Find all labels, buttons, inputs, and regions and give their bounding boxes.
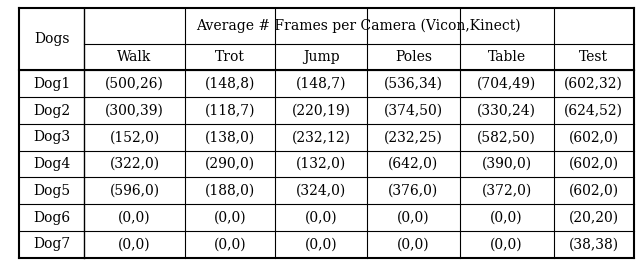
Text: Walk: Walk xyxy=(117,50,152,64)
Text: Table: Table xyxy=(488,50,525,64)
Text: Poles: Poles xyxy=(395,50,432,64)
Text: (322,0): (322,0) xyxy=(109,157,159,171)
Text: (20,20): (20,20) xyxy=(568,211,619,225)
Text: (232,12): (232,12) xyxy=(292,130,351,144)
Text: (0,0): (0,0) xyxy=(305,237,337,251)
Text: (602,0): (602,0) xyxy=(568,157,619,171)
Text: Test: Test xyxy=(579,50,608,64)
Text: (330,24): (330,24) xyxy=(477,104,536,118)
Text: (704,49): (704,49) xyxy=(477,77,536,91)
Text: (0,0): (0,0) xyxy=(490,211,523,225)
Text: (148,7): (148,7) xyxy=(296,77,346,91)
Text: Dog3: Dog3 xyxy=(33,130,70,144)
Text: Average # Frames per Camera (Vicon,Kinect): Average # Frames per Camera (Vicon,Kinec… xyxy=(196,19,521,33)
Text: (372,0): (372,0) xyxy=(481,184,532,198)
Text: (152,0): (152,0) xyxy=(109,130,160,144)
Text: Dog4: Dog4 xyxy=(33,157,70,171)
Text: (642,0): (642,0) xyxy=(388,157,438,171)
Text: (0,0): (0,0) xyxy=(214,211,246,225)
Text: (0,0): (0,0) xyxy=(490,237,523,251)
Text: (374,50): (374,50) xyxy=(384,104,443,118)
Text: (290,0): (290,0) xyxy=(205,157,255,171)
Text: (0,0): (0,0) xyxy=(305,211,337,225)
Text: (390,0): (390,0) xyxy=(481,157,532,171)
Text: (602,32): (602,32) xyxy=(564,77,623,91)
Text: (602,0): (602,0) xyxy=(568,130,619,144)
Text: (0,0): (0,0) xyxy=(118,237,151,251)
Text: (602,0): (602,0) xyxy=(568,184,619,198)
Text: (132,0): (132,0) xyxy=(296,157,346,171)
Text: (500,26): (500,26) xyxy=(105,77,164,91)
Text: Dog5: Dog5 xyxy=(33,184,70,198)
Text: (38,38): (38,38) xyxy=(568,237,619,251)
Text: (596,0): (596,0) xyxy=(109,184,159,198)
Text: (624,52): (624,52) xyxy=(564,104,623,118)
Text: (536,34): (536,34) xyxy=(384,77,443,91)
Text: (118,7): (118,7) xyxy=(205,104,255,118)
Text: (376,0): (376,0) xyxy=(388,184,438,198)
Text: (582,50): (582,50) xyxy=(477,130,536,144)
Text: (0,0): (0,0) xyxy=(397,211,429,225)
Text: (0,0): (0,0) xyxy=(397,237,429,251)
Text: (188,0): (188,0) xyxy=(205,184,255,198)
Text: (148,8): (148,8) xyxy=(205,77,255,91)
Text: Dog6: Dog6 xyxy=(33,211,70,225)
Text: (138,0): (138,0) xyxy=(205,130,255,144)
Text: Dog2: Dog2 xyxy=(33,104,70,118)
Text: (0,0): (0,0) xyxy=(214,237,246,251)
Text: Trot: Trot xyxy=(215,50,245,64)
Text: (300,39): (300,39) xyxy=(105,104,164,118)
Text: (232,25): (232,25) xyxy=(384,130,443,144)
Text: (324,0): (324,0) xyxy=(296,184,346,198)
Text: Dogs: Dogs xyxy=(34,32,69,46)
Text: (220,19): (220,19) xyxy=(292,104,351,118)
Text: Dog7: Dog7 xyxy=(33,237,70,251)
Text: Jump: Jump xyxy=(303,50,340,64)
Text: (0,0): (0,0) xyxy=(118,211,151,225)
Text: Dog1: Dog1 xyxy=(33,77,70,91)
